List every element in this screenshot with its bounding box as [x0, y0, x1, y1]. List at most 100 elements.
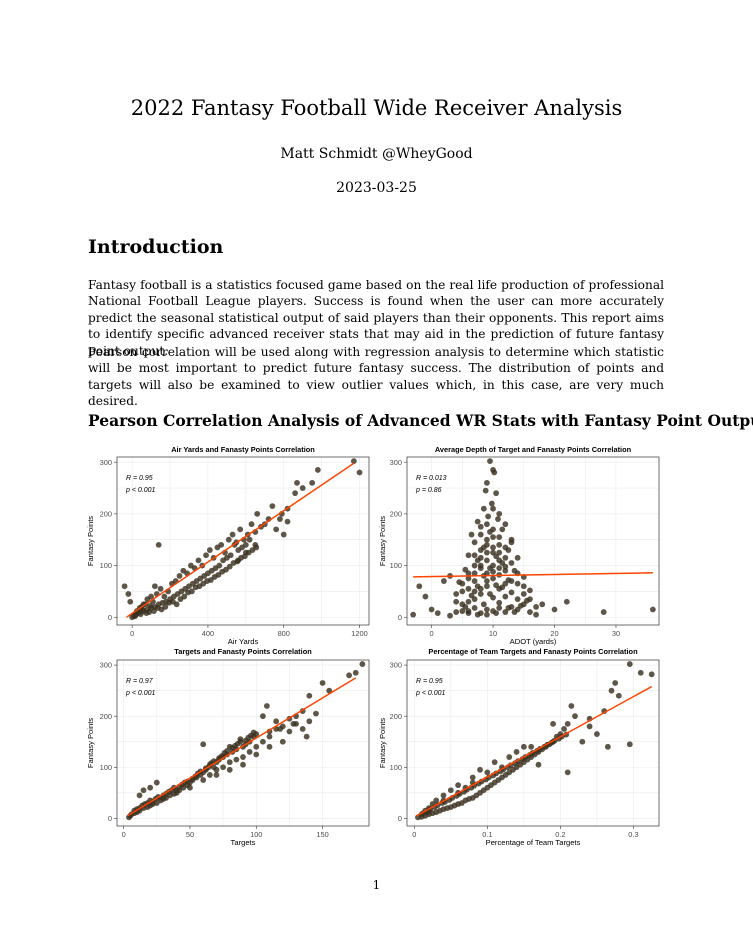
data-point — [326, 687, 333, 694]
document-title: 2022 Fantasy Football Wide Receiver Anal… — [130, 96, 623, 120]
data-point — [241, 553, 248, 560]
data-point — [508, 578, 515, 584]
data-point — [125, 591, 132, 597]
plot-frame — [116, 659, 370, 827]
data-point — [226, 766, 233, 773]
data-point — [626, 661, 633, 667]
data-point — [496, 534, 503, 541]
data-point — [608, 687, 615, 694]
y-axis-label: Fantasy Points — [378, 718, 387, 768]
y-axis-label: Fantasy Points — [86, 516, 95, 566]
x-tick-label: 50 — [186, 830, 194, 839]
data-point — [453, 598, 460, 605]
introduction-heading: Introduction — [88, 236, 224, 258]
data-point — [314, 467, 321, 473]
y-tick-label: 200 — [390, 509, 402, 518]
data-point — [246, 536, 253, 543]
data-point — [155, 541, 162, 548]
data-point — [416, 583, 423, 590]
x-tick-label: 0.2 — [555, 830, 565, 839]
data-point — [514, 554, 521, 561]
data-point — [535, 761, 542, 768]
data-point — [234, 558, 241, 565]
data-point — [496, 549, 503, 556]
data-point — [151, 583, 158, 590]
y-tick-label: 0 — [398, 814, 402, 823]
data-point — [490, 608, 496, 614]
data-point — [294, 479, 300, 486]
data-point — [143, 610, 150, 617]
data-point — [213, 766, 220, 773]
data-point — [520, 601, 527, 608]
data-point — [496, 565, 503, 572]
x-tick-label: 0.3 — [628, 830, 638, 839]
data-point — [495, 516, 501, 522]
data-point — [506, 754, 513, 760]
p-value: p < 0.001 — [125, 690, 155, 697]
data-point — [157, 585, 164, 592]
data-point — [293, 720, 299, 727]
data-point — [568, 703, 575, 709]
data-point — [490, 534, 496, 541]
data-point — [153, 779, 160, 786]
data-point — [306, 718, 313, 725]
data-point — [471, 605, 478, 611]
data-point — [484, 536, 490, 543]
data-point — [496, 541, 503, 548]
data-point — [499, 526, 506, 533]
data-point — [237, 738, 244, 745]
data-point — [233, 756, 240, 763]
data-point — [514, 606, 521, 613]
data-point — [490, 575, 496, 582]
data-point — [162, 604, 169, 610]
data-point — [303, 733, 310, 740]
data-point — [490, 505, 496, 512]
x-tick-label: 0 — [412, 830, 416, 839]
p-value: p < 0.001 — [415, 690, 445, 697]
data-point — [224, 748, 230, 754]
data-point — [484, 570, 490, 577]
data-point — [147, 784, 154, 791]
data-point — [459, 588, 466, 595]
data-point — [484, 557, 490, 564]
data-point — [471, 539, 478, 546]
data-point — [484, 578, 490, 584]
data-point — [206, 772, 213, 778]
x-tick-label: 30 — [612, 629, 620, 638]
x-tick-label: 150 — [316, 830, 328, 839]
x-tick-label: 10 — [489, 629, 497, 638]
data-point — [600, 609, 607, 615]
data-point — [147, 602, 154, 609]
plot-title: Targets and Fanasty Points Correlation — [174, 647, 312, 656]
data-point — [410, 611, 417, 618]
y-tick-label: 0 — [398, 613, 402, 622]
data-point — [292, 490, 299, 497]
section-heading: Pearson Correlation Analysis of Advanced… — [88, 411, 753, 430]
data-point — [465, 552, 472, 559]
data-point — [520, 743, 527, 750]
data-point — [471, 552, 478, 559]
data-point — [564, 720, 571, 727]
data-point — [273, 526, 280, 533]
y-tick-label: 300 — [100, 458, 112, 467]
data-point — [527, 596, 533, 603]
data-point — [496, 599, 503, 606]
data-point — [469, 774, 476, 781]
plot-frame — [116, 456, 370, 626]
data-point — [220, 557, 227, 564]
data-point — [474, 518, 481, 525]
intro-paragraph-2: Pearson correlation will be used along w… — [88, 345, 664, 409]
y-tick-label: 200 — [100, 712, 112, 721]
data-point — [359, 661, 366, 667]
data-point — [459, 608, 466, 614]
data-point — [471, 578, 478, 584]
data-point — [513, 749, 520, 755]
data-point — [563, 598, 570, 605]
data-point — [490, 568, 496, 575]
data-point — [649, 606, 656, 613]
data-point — [502, 593, 509, 600]
data-point — [484, 541, 490, 548]
data-point — [280, 531, 287, 538]
data-point — [306, 692, 313, 699]
y-axis-label: Fantasy Points — [378, 516, 387, 566]
